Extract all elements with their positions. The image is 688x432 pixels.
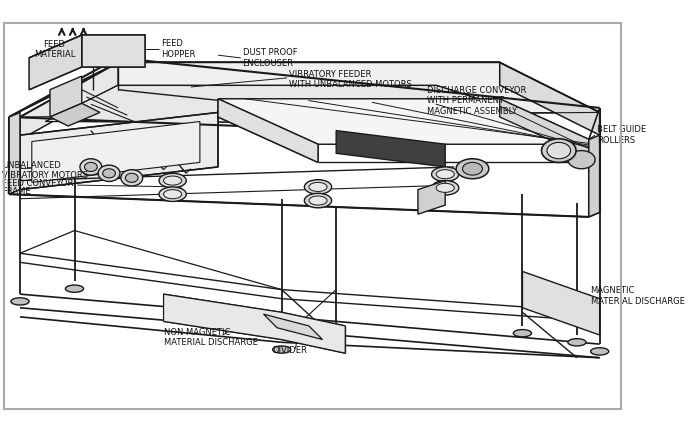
Ellipse shape [456, 159, 488, 179]
Ellipse shape [159, 173, 186, 188]
Ellipse shape [125, 173, 138, 182]
Text: FEED CONVEYOR: FEED CONVEYOR [2, 179, 73, 188]
Text: BELT GUIDE
ROLLERS: BELT GUIDE ROLLERS [597, 125, 646, 145]
Text: UNBALANCED
VIBRATORY MOTORS: UNBALANCED VIBRATORY MOTORS [2, 161, 88, 180]
Polygon shape [50, 76, 82, 117]
Ellipse shape [568, 151, 595, 169]
Ellipse shape [431, 167, 459, 181]
Text: FEED
HOPPER: FEED HOPPER [161, 39, 195, 58]
Ellipse shape [309, 182, 327, 191]
Polygon shape [82, 35, 145, 67]
Polygon shape [589, 135, 600, 217]
Ellipse shape [98, 165, 120, 181]
Ellipse shape [309, 196, 327, 205]
Ellipse shape [121, 170, 142, 186]
Text: DUST PROOF
ENCLOUSER: DUST PROOF ENCLOUSER [243, 48, 297, 67]
Text: FEED
MATERIAL: FEED MATERIAL [34, 40, 75, 59]
Ellipse shape [513, 330, 532, 337]
Ellipse shape [304, 180, 332, 194]
Polygon shape [264, 314, 323, 340]
Polygon shape [29, 35, 82, 90]
Ellipse shape [436, 170, 454, 179]
Polygon shape [164, 294, 345, 353]
Ellipse shape [431, 181, 459, 195]
Ellipse shape [272, 346, 291, 353]
Ellipse shape [436, 183, 454, 192]
Polygon shape [20, 63, 600, 117]
Polygon shape [499, 63, 600, 135]
Text: NON MAGNETIC
MATERIAL DISCHARGE: NON MAGNETIC MATERIAL DISCHARGE [164, 328, 257, 347]
Text: DIVIDER: DIVIDER [272, 346, 308, 355]
Polygon shape [20, 63, 118, 140]
Ellipse shape [462, 162, 482, 175]
Ellipse shape [541, 139, 576, 162]
Ellipse shape [85, 162, 97, 172]
Polygon shape [336, 130, 445, 167]
Polygon shape [499, 99, 600, 162]
Ellipse shape [80, 159, 102, 175]
Ellipse shape [590, 348, 609, 355]
Polygon shape [418, 181, 445, 214]
Polygon shape [218, 99, 600, 144]
Ellipse shape [103, 169, 116, 178]
Ellipse shape [164, 176, 182, 185]
Polygon shape [50, 103, 100, 126]
Ellipse shape [547, 143, 570, 159]
Ellipse shape [65, 285, 83, 292]
Ellipse shape [568, 339, 586, 346]
Polygon shape [218, 99, 318, 162]
Ellipse shape [164, 190, 182, 199]
Polygon shape [9, 112, 20, 194]
Text: DISCHARGE CONVEYOR
WITH PERMANENT
MAGNETIC ASSEMBLY: DISCHARGE CONVEYOR WITH PERMANENT MAGNET… [427, 86, 526, 115]
Polygon shape [522, 271, 600, 335]
Polygon shape [20, 112, 218, 190]
Polygon shape [45, 85, 555, 123]
Ellipse shape [304, 193, 332, 208]
Ellipse shape [11, 298, 29, 305]
Ellipse shape [159, 187, 186, 201]
Text: FRAME: FRAME [2, 187, 30, 196]
Text: VIBRATORY FEEDER
WITH UNBALANCED MOTORS: VIBRATORY FEEDER WITH UNBALANCED MOTORS [289, 70, 411, 89]
Polygon shape [32, 121, 200, 182]
Text: MAGNETIC
MATERIAL DISCHARGE: MAGNETIC MATERIAL DISCHARGE [590, 286, 685, 306]
Polygon shape [29, 35, 145, 58]
